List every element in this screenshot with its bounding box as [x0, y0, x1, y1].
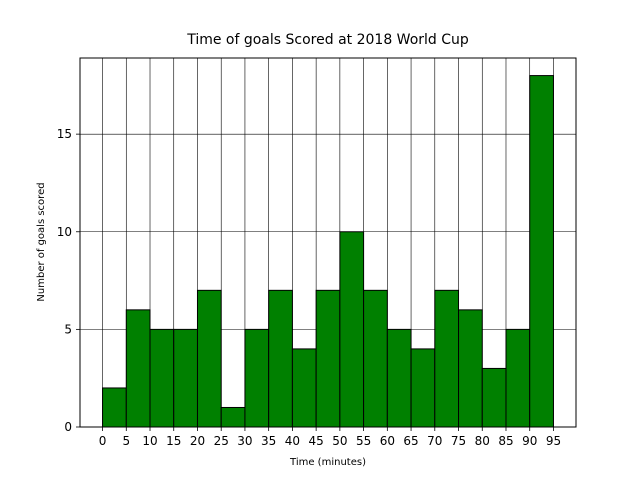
x-tick-label: 70: [427, 434, 442, 448]
x-tick-label: 85: [498, 434, 513, 448]
x-tick-label: 50: [332, 434, 347, 448]
bar: [434, 289, 460, 428]
x-tick-label: 10: [142, 434, 157, 448]
y-tick-label: 5: [64, 322, 72, 336]
y-tick-label: 10: [57, 225, 72, 239]
x-tick-label: 90: [522, 434, 537, 448]
bar: [102, 387, 127, 428]
bar: [291, 348, 317, 428]
bar: [458, 309, 483, 428]
x-tick-label: 55: [356, 434, 371, 448]
x-tick-label: 40: [285, 434, 300, 448]
chart-title: Time of goals Scored at 2018 World Cup: [186, 32, 469, 48]
x-tick-label: 20: [190, 434, 205, 448]
y-tick-label: 0: [64, 420, 72, 434]
bar: [125, 309, 151, 428]
x-tick-label: 0: [99, 434, 107, 448]
x-tick-label: 75: [451, 434, 466, 448]
x-tick-label: 60: [380, 434, 395, 448]
bar: [386, 328, 412, 428]
bars: [102, 75, 554, 428]
bar: [268, 289, 293, 428]
bar: [244, 328, 270, 428]
bar: [315, 289, 341, 428]
y-tick-label: 15: [57, 127, 72, 141]
bar: [481, 367, 507, 428]
x-tick-label: 15: [166, 434, 181, 448]
bar: [505, 328, 531, 428]
bar: [339, 231, 365, 428]
x-tick-label: 25: [214, 434, 229, 448]
x-tick-label: 80: [475, 434, 490, 448]
bar: [410, 348, 436, 428]
x-tick-label: 35: [261, 434, 276, 448]
ticks: 0 5 10 15 20 25 30 35 40 45 50 55 60 65 70 75 80 85 90 95 0 5…: [57, 127, 561, 448]
x-tick-label: 45: [308, 434, 323, 448]
x-tick-label: 30: [237, 434, 252, 448]
x-tick-label: 5: [122, 434, 130, 448]
bar: [529, 75, 554, 428]
bar: [196, 289, 222, 428]
y-axis-label: Number of goals scored: [36, 182, 47, 301]
x-axis-label: Time (minutes): [289, 457, 366, 468]
bar: [220, 406, 246, 428]
bar: [173, 328, 198, 428]
bar: [363, 289, 388, 428]
x-tick-label: 95: [546, 434, 561, 448]
x-tick-label: 65: [403, 434, 418, 448]
bar: [149, 328, 175, 428]
plot-frame: [79, 57, 577, 428]
